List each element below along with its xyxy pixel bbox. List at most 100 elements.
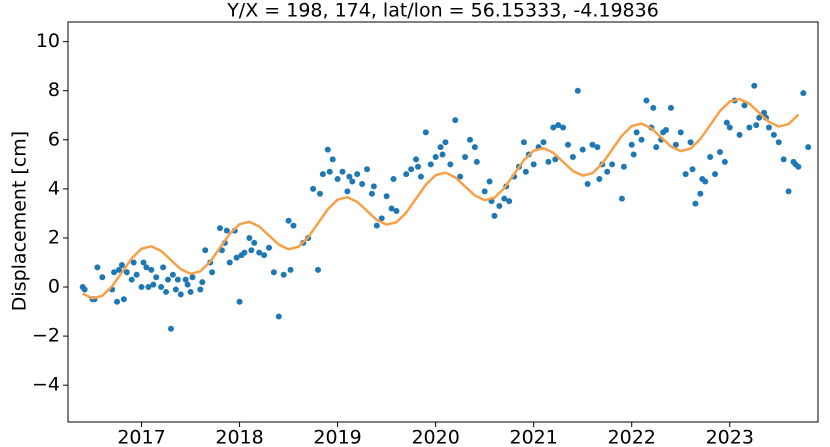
scatter-point — [202, 247, 209, 254]
x-tick-label: 2021 — [510, 427, 558, 447]
scatter-point — [290, 222, 297, 229]
scatter-point — [261, 252, 268, 259]
scatter-point — [716, 149, 723, 156]
scatter-point — [741, 102, 748, 109]
x-tick-label: 2019 — [313, 427, 361, 447]
scatter-point — [128, 276, 135, 283]
scatter-point — [209, 269, 216, 276]
scatter-point — [692, 200, 699, 207]
scatter-point — [555, 122, 562, 129]
scatter-point — [184, 281, 191, 288]
scatter-point — [413, 156, 420, 163]
scatter-point — [785, 188, 792, 195]
scatter-point — [383, 193, 390, 200]
scatter-point — [501, 195, 508, 202]
scatter-point — [138, 284, 145, 291]
scatter-point — [486, 178, 493, 185]
scatter-point — [187, 288, 194, 295]
scatter-point — [133, 271, 140, 278]
scatter-point — [145, 284, 152, 291]
scatter-point — [638, 136, 645, 143]
y-tick-label: 4 — [48, 177, 60, 199]
scatter-point — [462, 153, 469, 160]
scatter-point — [169, 271, 176, 278]
scatter-point — [403, 171, 410, 178]
scatter-point — [163, 288, 170, 295]
scatter-point — [223, 227, 230, 234]
y-tick-label: 8 — [48, 79, 60, 101]
scatter-point — [388, 205, 395, 212]
scatter-point — [310, 185, 317, 192]
scatter-point — [256, 249, 263, 256]
scatter-point — [99, 274, 106, 281]
plot-frame — [67, 21, 819, 423]
scatter-point — [334, 176, 341, 183]
scatter-point — [530, 161, 537, 168]
y-tick-label: 0 — [48, 276, 60, 298]
scatter-point — [359, 180, 366, 187]
scatter-point — [687, 139, 694, 146]
scatter-point — [545, 158, 552, 165]
scatter-point — [447, 161, 454, 168]
scatter-point — [522, 168, 529, 175]
scatter-point — [726, 124, 733, 131]
scatter-point — [319, 171, 326, 178]
scatter-point — [123, 269, 130, 276]
scatter-point — [324, 146, 331, 153]
scatter-point — [746, 124, 753, 131]
scatter-point — [560, 124, 567, 131]
scatter-point — [800, 90, 807, 97]
scatter-point — [393, 207, 400, 214]
scatter-point — [329, 156, 336, 163]
scatter-point — [628, 141, 635, 148]
scatter-point — [160, 264, 167, 271]
scatter-point — [370, 183, 377, 190]
y-axis-label: Displacement [cm] — [9, 131, 31, 311]
scatter-point — [723, 119, 730, 126]
x-tick-label: 2020 — [411, 427, 459, 447]
scatter-point — [491, 212, 498, 219]
scatter-point — [565, 141, 571, 148]
scatter-point — [233, 254, 240, 261]
chart-title: Y/X = 198, 174, lat/lon = 56.15333, -4.1… — [226, 0, 659, 22]
scatter-point — [452, 117, 459, 124]
scatter-point — [265, 244, 272, 251]
scatter-point — [197, 286, 204, 293]
scatter-point — [226, 259, 233, 266]
scatter-point — [775, 139, 782, 146]
scatter-point — [604, 168, 611, 175]
x-tick-label: 2018 — [215, 427, 263, 447]
scatter-point — [466, 136, 473, 143]
scatter-point — [174, 276, 181, 283]
scatter-point — [712, 171, 719, 178]
scatter-point — [236, 298, 243, 305]
scatter-point — [442, 139, 449, 146]
scatter-point — [653, 144, 660, 151]
scatter-point — [520, 139, 527, 146]
scatter-point — [81, 286, 88, 293]
scatter-point — [427, 161, 434, 168]
scatter-point — [140, 259, 147, 266]
scatter-point — [707, 153, 714, 160]
scatter-point — [630, 151, 637, 158]
scatter-point — [633, 129, 640, 136]
scatter-point — [457, 173, 464, 180]
fit-line — [82, 97, 800, 300]
scatter-point — [118, 261, 125, 268]
scatter-point — [721, 158, 728, 165]
scatter-point — [756, 114, 763, 121]
scatter-point — [390, 176, 397, 183]
scatter-point — [182, 276, 189, 283]
scatter-point — [702, 178, 709, 185]
scatter-point — [114, 298, 121, 305]
scatter-point — [339, 168, 346, 175]
scatter-point — [672, 141, 679, 148]
scatter-point — [241, 249, 248, 256]
scatter-point — [177, 291, 184, 298]
scatter-point — [751, 82, 758, 89]
x-tick-label: 2023 — [706, 427, 754, 447]
scatter-point — [285, 217, 292, 224]
scatter-point — [344, 188, 351, 195]
scatter-point — [415, 163, 421, 170]
